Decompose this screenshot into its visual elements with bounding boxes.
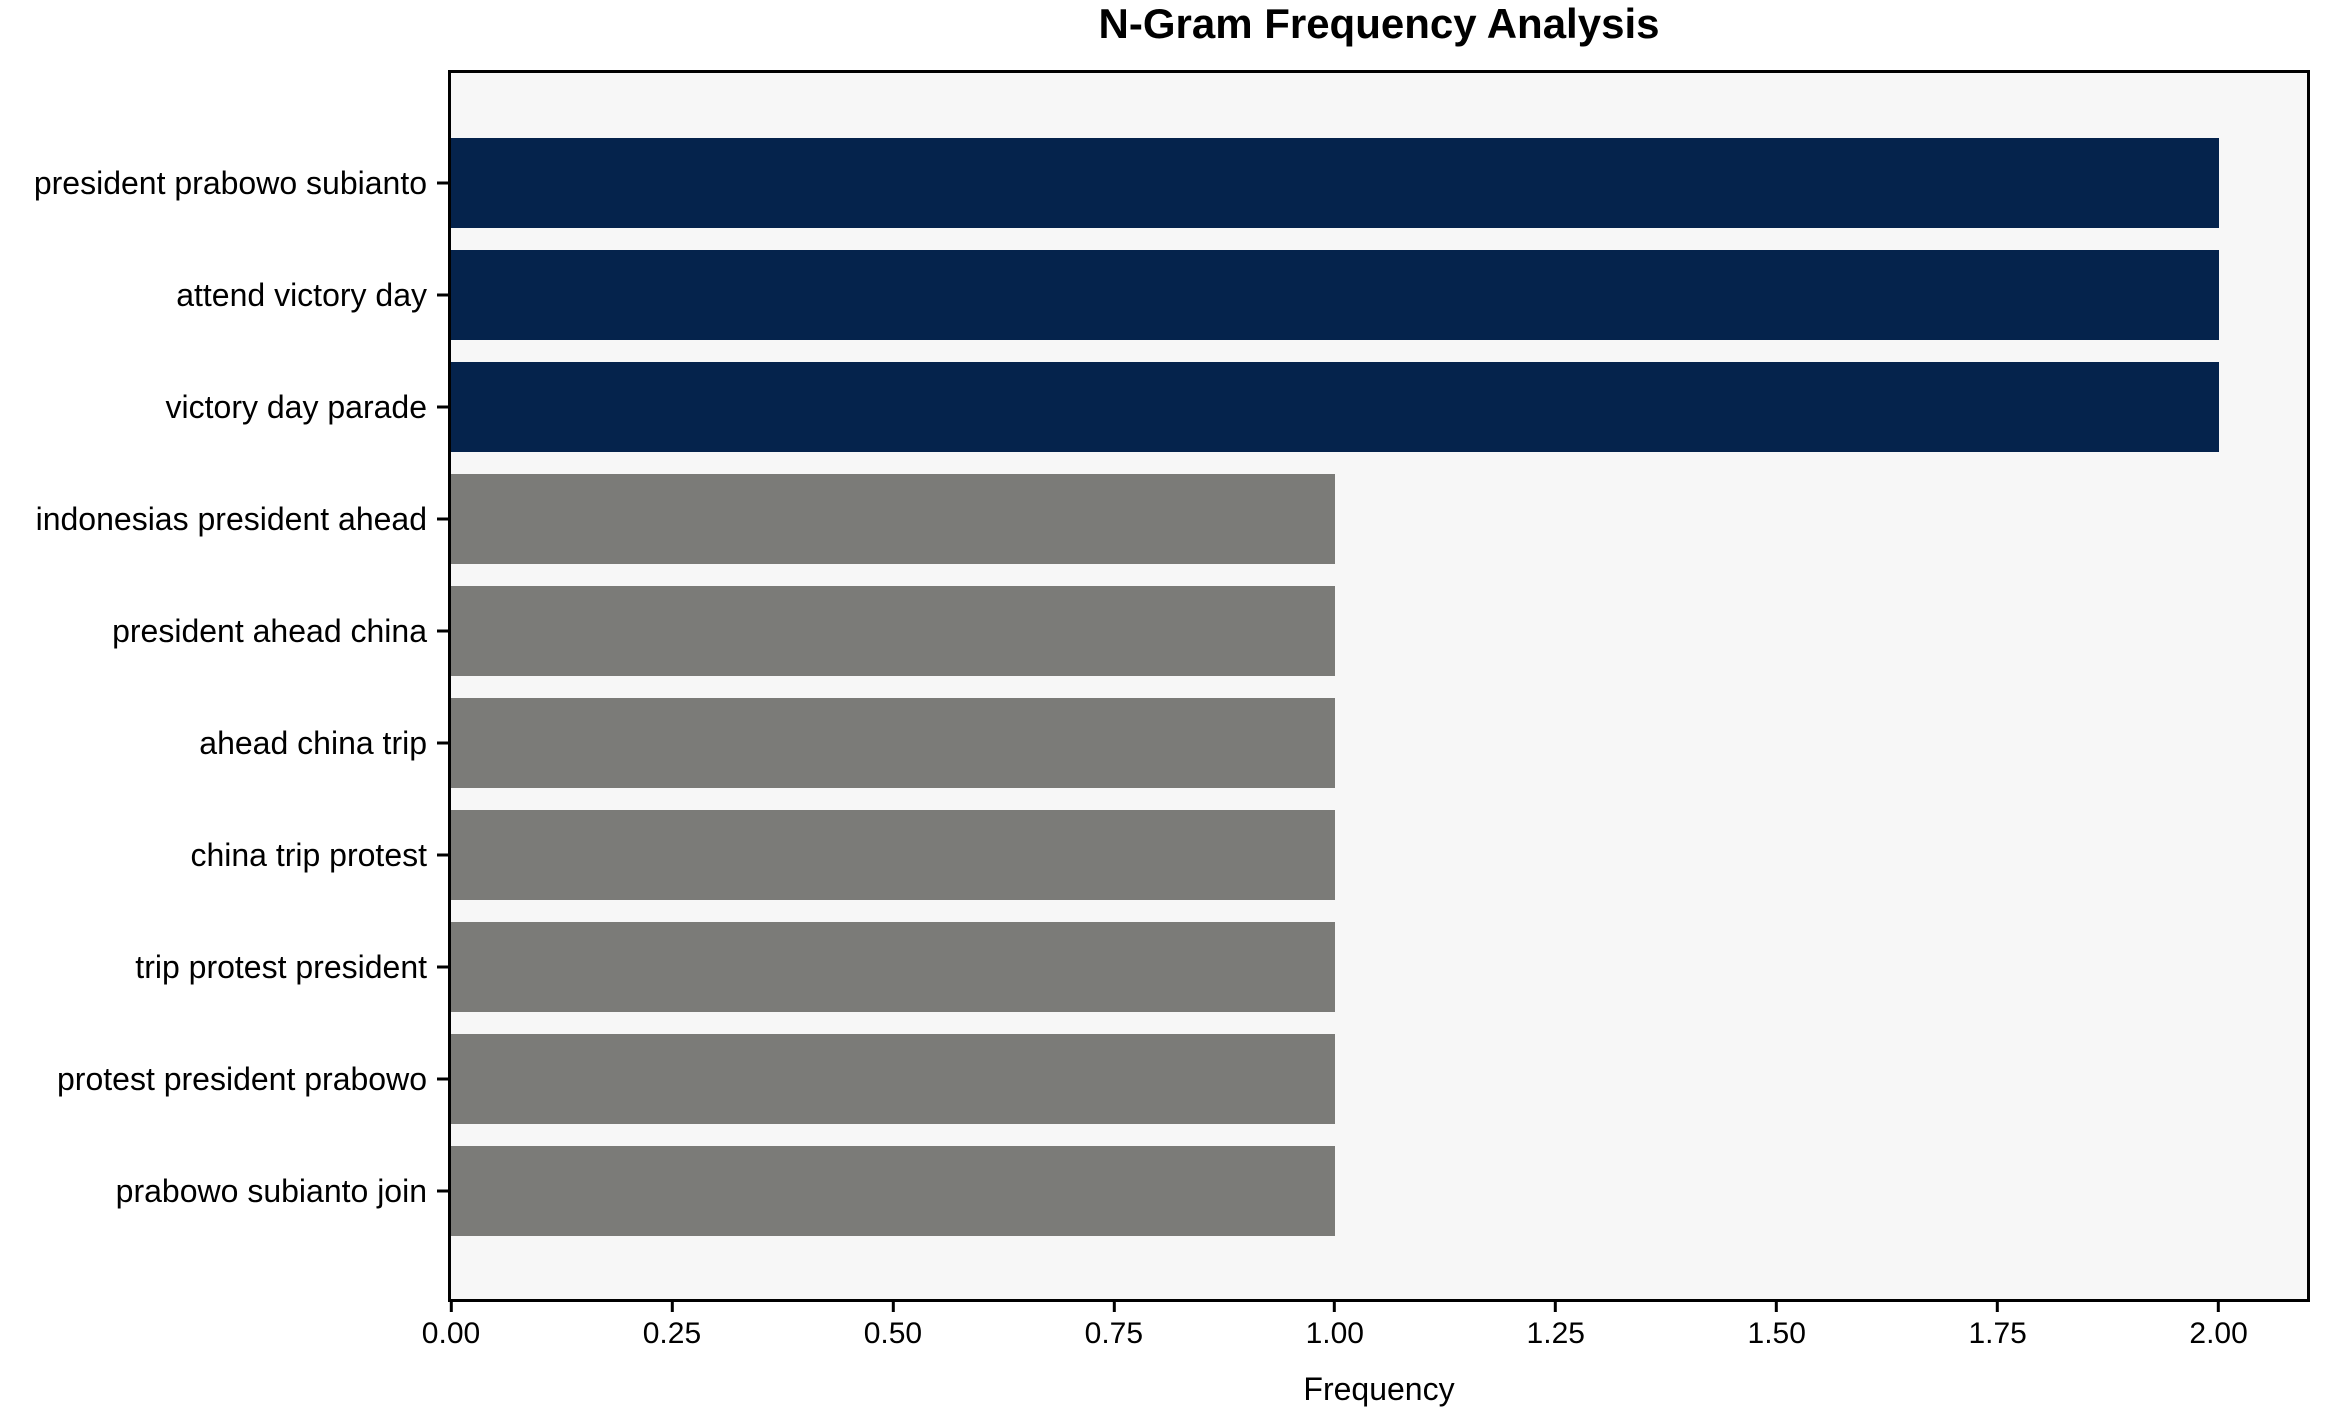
bar [451,474,1335,564]
x-tick-label: 1.50 [1747,1317,1806,1350]
x-tick-mark [1996,1299,2000,1312]
plot-area: president prabowo subianto attend victory… [34,70,2310,1349]
bar [451,922,1335,1012]
bar [451,250,2219,340]
x-tick-label: 0.50 [863,1317,923,1350]
x-tick: 0.75 [1085,1299,1143,1349]
y-tick-mark [437,181,451,185]
x-tick-label: 1.00 [1305,1317,1364,1350]
x-axis-label: Frequency [1303,1371,1455,1407]
y-tick-label: trip protest president [135,949,427,985]
bar [451,1034,1335,1124]
x-tick-label: 0.25 [642,1317,702,1350]
bar-row: prabowo subianto join [116,1135,2307,1247]
x-tick: 0.50 [864,1299,922,1349]
x-tick-mark [1112,1299,1116,1312]
bar [451,810,1335,900]
y-tick-mark [437,1189,451,1193]
x-tick: 1.75 [1968,1299,2027,1350]
bar [451,1146,1335,1236]
y-tick-mark [437,405,451,409]
y-tick-mark [437,293,451,297]
y-tick-label: victory day parade [165,389,427,425]
y-tick-label: attend victory day [176,277,427,313]
x-tick-mark [891,1299,895,1312]
x-tick: 0.25 [643,1299,701,1349]
x-tick-label: 1.75 [1968,1317,2027,1350]
y-tick-mark [437,965,451,969]
y-tick-label: china trip protest [190,837,427,873]
x-tick: 2.00 [2189,1299,2248,1350]
y-tick-label: protest president prabowo [57,1061,427,1097]
bar-row: president ahead china [112,575,2307,687]
chart-title: N-Gram Frequency Analysis [1098,0,1660,47]
x-tick: 1.25 [1527,1299,1585,1349]
x-tick-mark [1333,1299,1337,1312]
y-tick-mark [437,1077,451,1081]
x-tick-mark [1775,1299,1779,1312]
y-tick-mark [437,517,451,521]
bar-row: victory day parade [166,351,2307,463]
bar [451,362,2219,452]
bar-row: trip protest president [135,911,2307,1023]
bar [451,586,1335,676]
y-tick-mark [437,629,451,633]
y-tick-label: prabowo subianto join [115,1173,427,1209]
bar-row: ahead china trip [199,687,2307,799]
bar-row: china trip protest [190,799,2307,911]
bar-row: attend victory day [176,239,2307,351]
bar-row: protest president prabowo [57,1023,2307,1135]
y-tick-label: indonesias president ahead [35,501,427,537]
y-tick-mark [437,741,451,745]
x-tick-mark [670,1299,674,1312]
y-tick-label: ahead china trip [199,725,427,761]
y-tick-label: president ahead china [112,613,427,649]
x-tick: 0.00 [422,1299,480,1349]
x-tick: 1.50 [1748,1299,1806,1349]
y-tick-label: president prabowo subianto [33,165,427,201]
x-tick-label: 2.00 [2189,1317,2248,1350]
bar-row: indonesias president ahead [36,463,2307,575]
x-tick-mark [449,1299,453,1312]
x-tick-label: 1.25 [1526,1317,1585,1350]
x-tick-label: 0.00 [421,1317,481,1350]
x-tick-mark [1554,1299,1558,1312]
bar-row: president prabowo subianto [34,127,2307,239]
x-tick-mark [2217,1299,2221,1312]
bar [451,138,2219,228]
x-tick-label: 0.75 [1084,1317,1144,1350]
bar [451,698,1335,788]
bars-container: president prabowo subianto attend victory… [34,73,2307,1299]
x-tick: 1.00 [1306,1299,1364,1349]
y-tick-mark [437,853,451,857]
